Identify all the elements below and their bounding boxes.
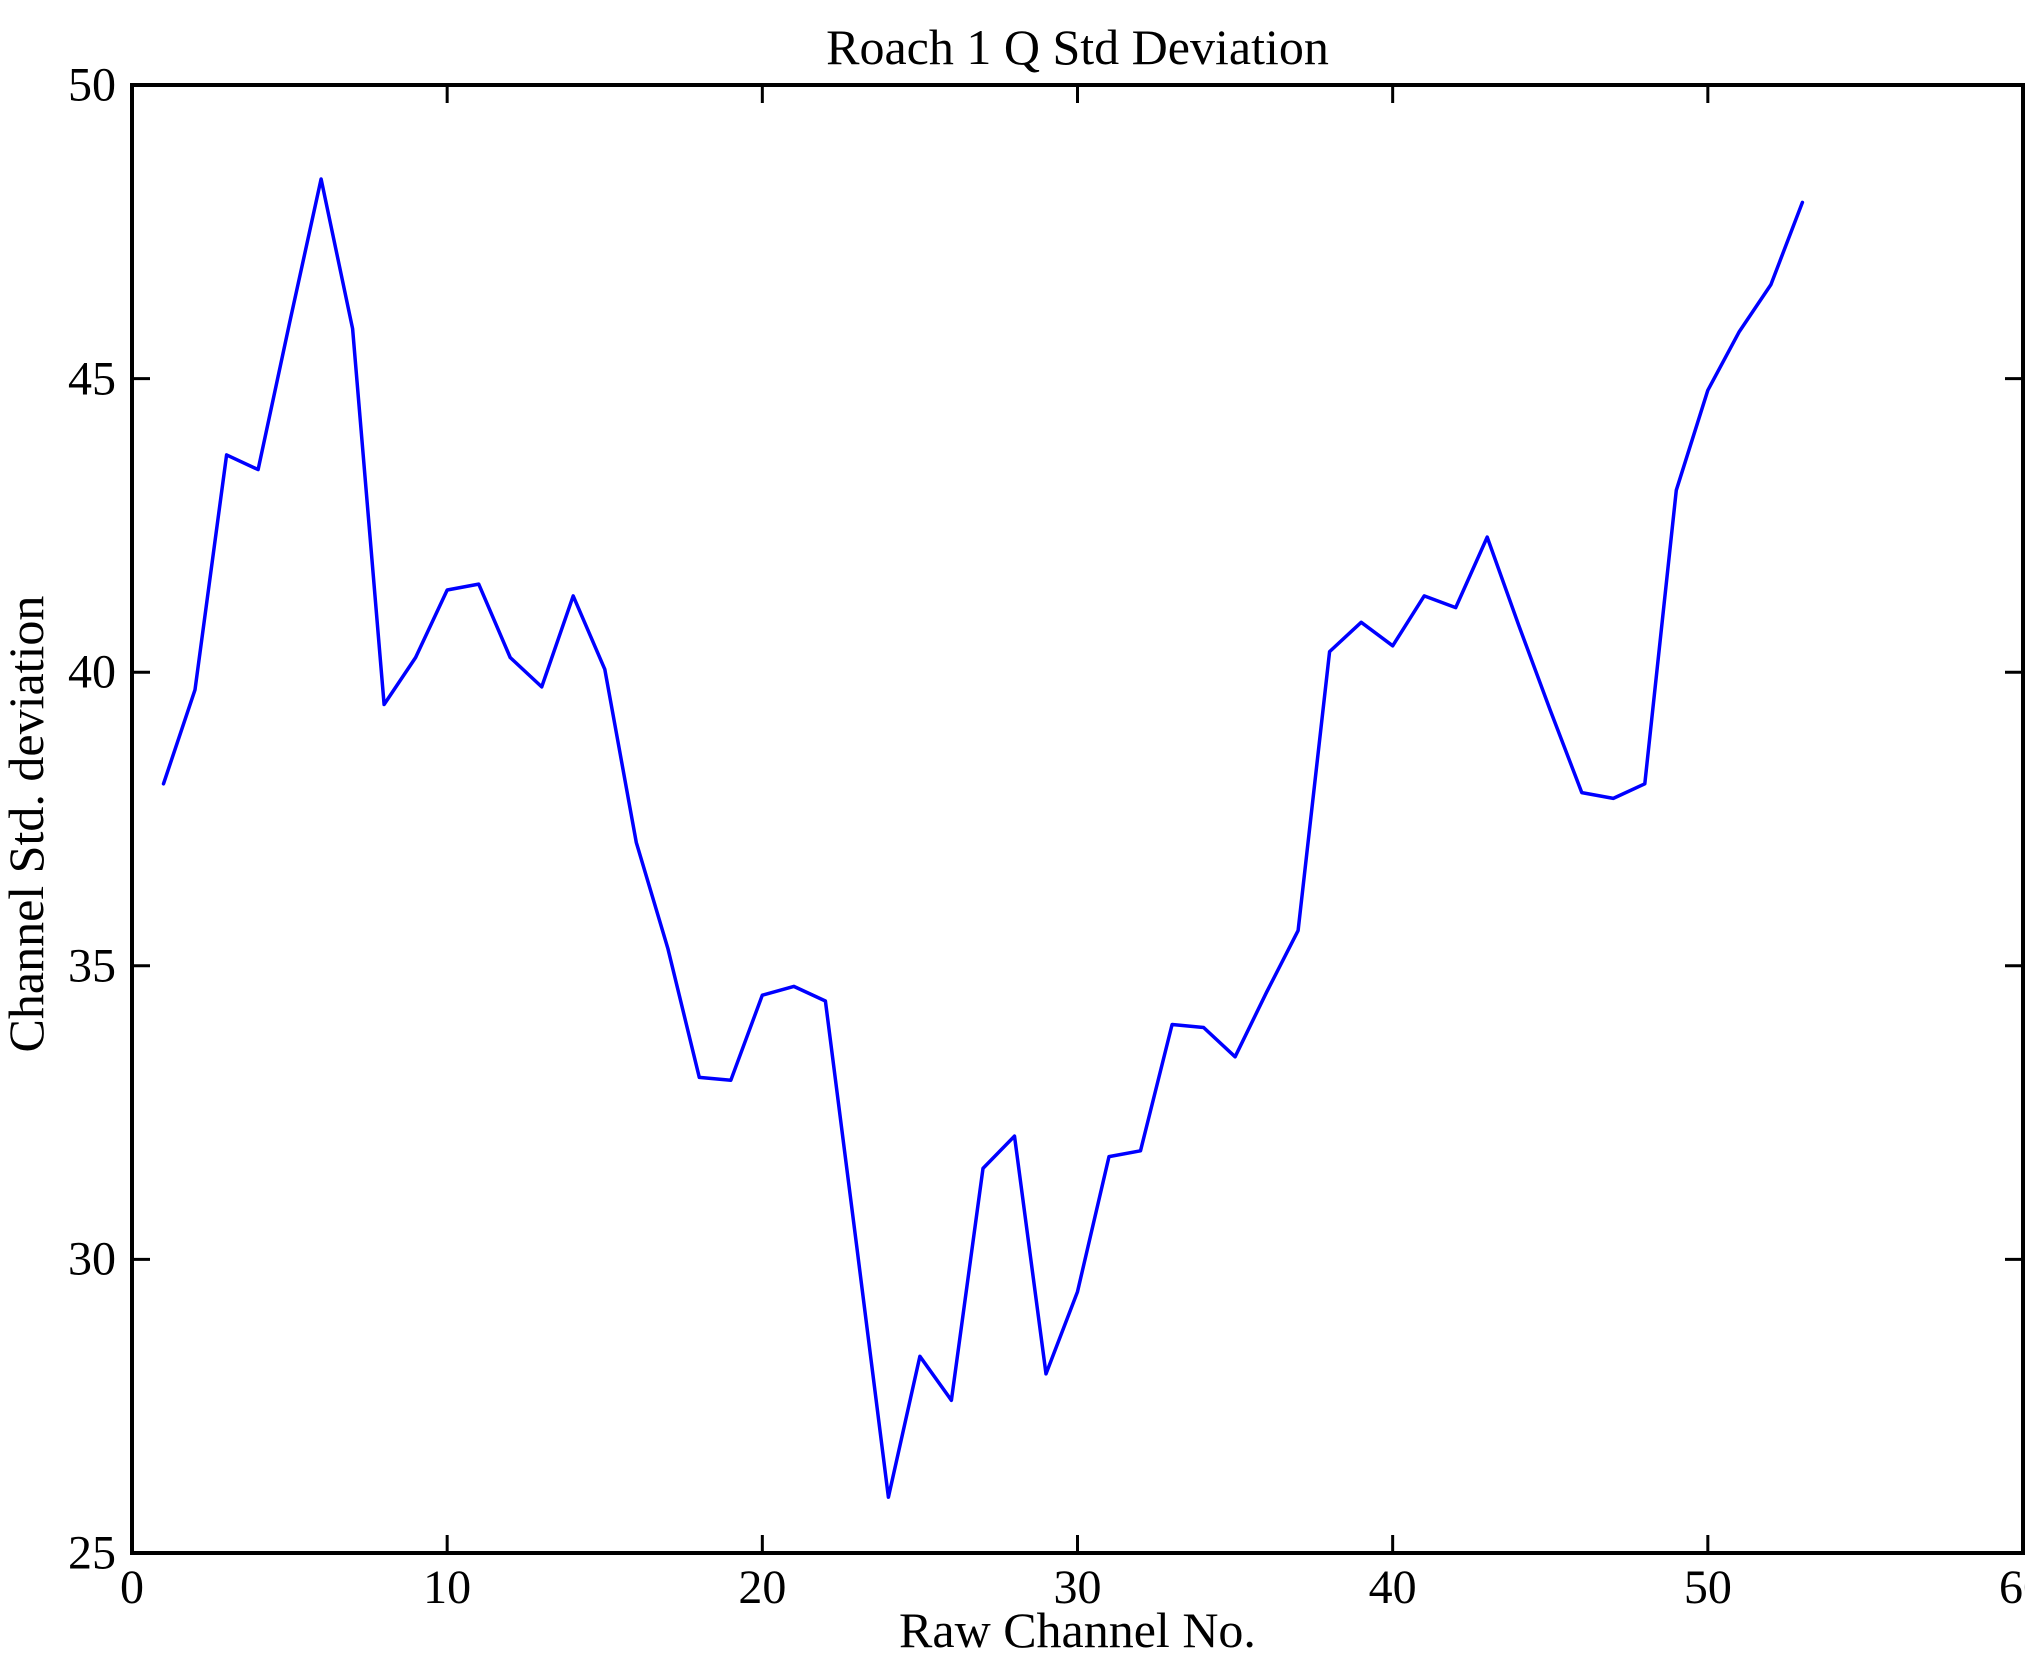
y-tick-label: 50 bbox=[68, 58, 116, 112]
tick-marks bbox=[132, 85, 2023, 1553]
x-tick-label: 20 bbox=[738, 1561, 787, 1614]
plot-border bbox=[130, 83, 2025, 1555]
data-line bbox=[161, 177, 1805, 1499]
x-tick-label: 0 bbox=[120, 1561, 144, 1614]
x-tick-label: 40 bbox=[1368, 1561, 1417, 1614]
y-axis-label: Channel Std. deviation bbox=[0, 595, 54, 1053]
x-tick-label: 10 bbox=[423, 1561, 472, 1614]
chart-title: Roach 1 Q Std Deviation bbox=[826, 19, 1329, 75]
y-tick-label: 30 bbox=[68, 1232, 116, 1286]
x-tick-label: 50 bbox=[1683, 1561, 1732, 1614]
x-tick-label: 60 bbox=[1999, 1561, 2025, 1614]
x-tick-label: 30 bbox=[1053, 1561, 1102, 1614]
y-tick-label: 45 bbox=[68, 352, 116, 406]
y-tick-label: 35 bbox=[68, 939, 116, 993]
x-axis-label: Raw Channel No. bbox=[899, 1602, 1256, 1658]
y-tick-label: 40 bbox=[68, 645, 116, 699]
y-tick-label: 25 bbox=[68, 1526, 116, 1580]
